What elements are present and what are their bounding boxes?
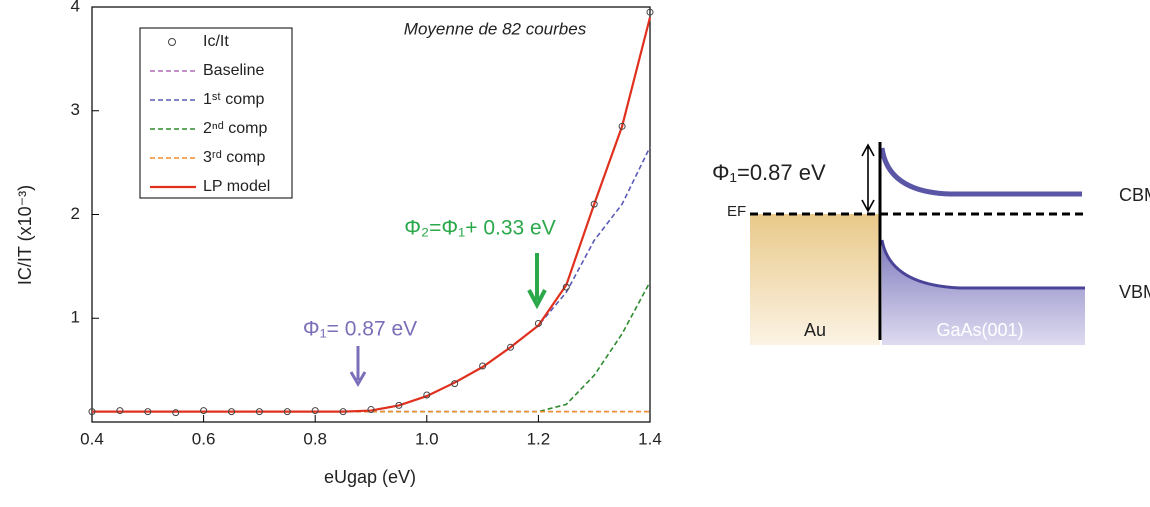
data-point (479, 362, 487, 370)
cbm-edge (879, 147, 1082, 197)
legend-marker (168, 38, 176, 46)
y-axis-label: IC/IT (x10⁻³) (15, 185, 35, 285)
data-point (144, 408, 152, 416)
x-axis-label: eUgap (eV) (324, 467, 416, 487)
valence-band (882, 240, 1085, 345)
fermi-label: EF (727, 203, 746, 220)
data-point (562, 283, 570, 291)
x-tick-label: 0.6 (192, 429, 216, 448)
annotation-arrow (527, 253, 547, 310)
barrier-arrow (861, 143, 875, 213)
metal-label: Au (804, 320, 826, 340)
series-line (92, 281, 651, 413)
data-point (88, 408, 96, 416)
vbm-edge (880, 239, 1085, 290)
series-line (92, 17, 652, 413)
semiconductor-label: GaAs(001) (936, 320, 1023, 340)
data-point (618, 122, 626, 130)
data-point (590, 200, 598, 208)
x-tick-label: 1.0 (415, 429, 439, 448)
cbm-label: CBM (1119, 185, 1150, 205)
x-tick-label: 1.4 (638, 429, 662, 448)
data-point (172, 409, 180, 417)
data-point (200, 407, 208, 415)
x-tick-label: 0.4 (80, 429, 104, 448)
legend (139, 27, 293, 199)
data-point (339, 408, 347, 416)
data-point (283, 408, 291, 416)
annotation: Φ₁= 0.87 eV (303, 318, 417, 341)
data-point (367, 406, 375, 414)
data-point (255, 408, 263, 416)
legend-label: LP model (203, 178, 270, 195)
band-diagram: Φ₁=0.87 eV EF CBM VBM Au GaAs(001) (712, 142, 1150, 345)
metal-region (750, 214, 880, 345)
x-tick-label: 1.2 (527, 429, 551, 448)
y-tick-label: 3 (71, 100, 80, 119)
x-tick-label: 0.8 (303, 429, 327, 448)
y-tick-label: 4 (71, 0, 80, 15)
data-point (534, 319, 542, 327)
annotation: Φ₂=Φ₁+ 0.33 eV (404, 217, 556, 240)
data-point (311, 407, 319, 415)
annotation-arrow (349, 346, 367, 387)
legend-label: Baseline (203, 62, 264, 79)
data-point (395, 401, 403, 409)
data-point (116, 407, 124, 415)
data-point (451, 380, 459, 388)
legend-label: 2ⁿᵈ comp (203, 120, 267, 137)
data-point (423, 391, 431, 399)
chart: Moyenne de 82 courbes Φ₁= 0.87 eV Φ₂=Φ₁+… (15, 0, 662, 487)
vbm-label: VBM (1119, 282, 1150, 302)
data-point (507, 343, 514, 351)
y-tick-label: 2 (71, 204, 80, 223)
data-point (228, 408, 235, 416)
legend-label: 1ˢᵗ comp (203, 91, 265, 108)
data-point (646, 8, 654, 16)
legend-label: 3ʳᵈ comp (203, 149, 265, 166)
y-tick-label: 1 (71, 308, 80, 327)
legend-label: Ic/It (203, 33, 229, 50)
annotation: Moyenne de 82 courbes (404, 19, 587, 38)
barrier-label: Φ₁=0.87 eV (712, 160, 826, 185)
